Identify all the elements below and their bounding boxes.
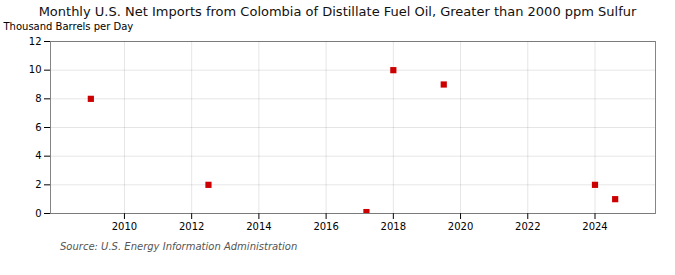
svg-text:2024: 2024 [582, 221, 607, 232]
svg-text:2022: 2022 [515, 221, 540, 232]
svg-text:2018: 2018 [381, 221, 406, 232]
svg-text:12: 12 [29, 36, 42, 47]
svg-text:10: 10 [29, 64, 42, 75]
svg-text:8: 8 [35, 93, 41, 104]
svg-text:4: 4 [35, 150, 41, 161]
svg-text:2014: 2014 [246, 221, 271, 232]
html-text:Source: U.S. Energy Informatio: Source: U.S. Energy Information Administ… [60, 241, 298, 252]
svg-text:2: 2 [35, 179, 41, 190]
svg-text:2016: 2016 [313, 221, 338, 232]
svg-text:2020: 2020 [448, 221, 473, 232]
svg-text:0: 0 [35, 208, 41, 219]
html-text:Monthly U.S. Net Imports from: Monthly U.S. Net Imports from Colombia o… [38, 4, 637, 19]
svg-text:Thousand Barrels per Day: Thousand Barrels per Day [3, 21, 134, 32]
svg-text:6: 6 [35, 122, 41, 133]
svg-text:2010: 2010 [112, 221, 137, 232]
svg-text:2012: 2012 [179, 221, 204, 232]
